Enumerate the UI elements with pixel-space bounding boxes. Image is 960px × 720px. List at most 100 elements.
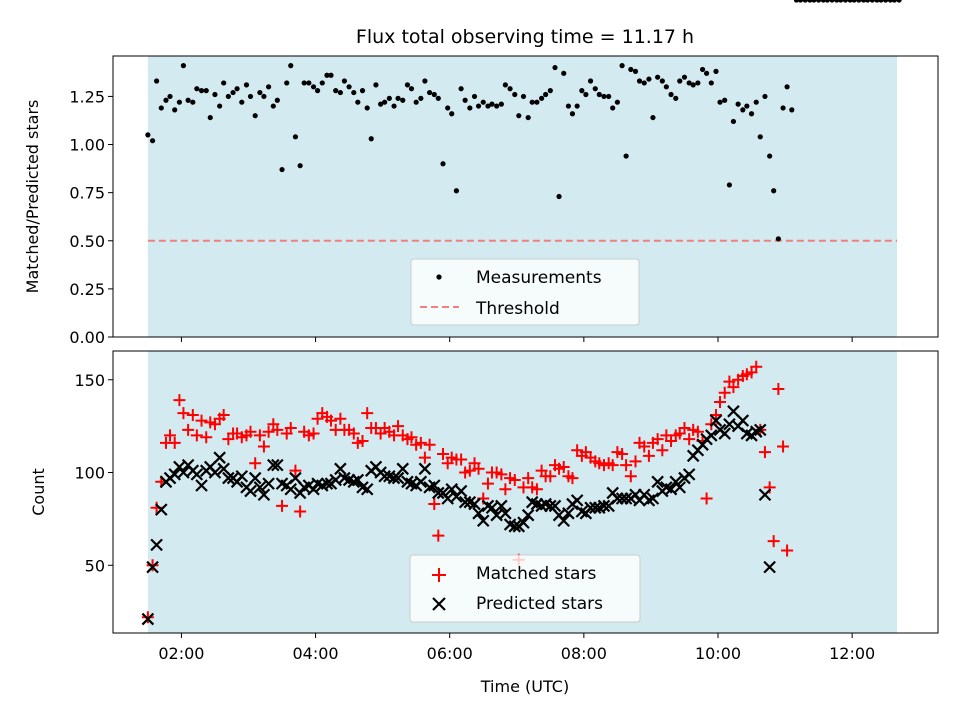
measurement-point	[596, 91, 602, 98]
measurement-point	[373, 82, 379, 88]
measurement-point	[842, 0, 849, 3]
top-y-axis-label: Matched/Predicted stars	[23, 100, 42, 294]
x-axis-label: Time (UTC)	[480, 677, 569, 696]
measurement-point	[404, 82, 411, 88]
measurement-point	[771, 188, 777, 194]
measurement-point	[507, 86, 513, 92]
measurement-point	[646, 76, 652, 82]
matched-star-point	[186, 409, 199, 422]
measurement-point	[257, 89, 263, 96]
x-tick-label: 02:00	[158, 644, 204, 663]
matched-star-point	[361, 407, 374, 420]
measurement-point	[266, 84, 272, 90]
matched-stars-points	[142, 361, 794, 624]
predicted-star-point	[736, 414, 750, 427]
chart-title: Flux total observing time = 11.17 h	[356, 26, 694, 48]
matched-star-point	[217, 409, 230, 422]
predicted-star-point	[485, 501, 499, 515]
measurement-point	[301, 80, 307, 86]
matched-star-point	[709, 409, 722, 422]
x-tick-label: 06:00	[427, 644, 473, 663]
measurement-point	[489, 101, 495, 107]
measurement-point	[659, 78, 665, 84]
measurement-point	[726, 182, 733, 188]
matched-star-point	[200, 431, 213, 444]
legend-predicted-label: Predicted stars	[476, 594, 603, 614]
measurement-point	[829, 0, 835, 3]
measurement-point	[351, 89, 357, 96]
measurement-point	[838, 0, 844, 3]
y-tick-label: 100	[74, 464, 105, 483]
measurement-point	[887, 0, 893, 3]
matched-star-point	[566, 472, 579, 485]
measurement-point	[324, 72, 330, 78]
measurement-point	[565, 103, 572, 109]
matched-star-point	[418, 451, 431, 464]
matched-star-point	[262, 425, 275, 438]
matched-star-point	[244, 425, 257, 438]
measurement-point	[346, 84, 352, 90]
matched-star-point	[781, 544, 794, 557]
measurement-point	[623, 153, 629, 159]
legend-matched-label: Matched stars	[476, 564, 596, 584]
predicted-star-point	[476, 514, 490, 528]
predicted-star-point	[391, 471, 405, 485]
measurement-point	[690, 82, 696, 88]
measurement-point	[883, 0, 889, 3]
bottom-legend-box	[409, 554, 641, 623]
measurement-point	[158, 105, 164, 111]
measurement-point	[382, 99, 388, 105]
matched-star-point	[629, 455, 642, 468]
measurement-point	[198, 88, 205, 94]
measurement-point	[744, 103, 750, 109]
measurement-point	[431, 91, 437, 98]
measurement-point	[333, 88, 339, 94]
matched-star-point	[423, 438, 436, 451]
matched-star-point	[651, 433, 664, 446]
measurement-point	[543, 91, 549, 98]
measurement-point	[775, 236, 781, 242]
measurement-point	[574, 103, 580, 109]
predicted-star-point	[222, 471, 235, 485]
predicted-legend-marker	[432, 597, 446, 611]
predicted-star-point	[521, 508, 535, 522]
predicted-star-point	[213, 451, 226, 464]
matched-star-point	[432, 529, 445, 542]
predicted-star-point	[562, 507, 575, 520]
measurement-point	[874, 0, 880, 3]
matched-star-point	[522, 472, 535, 485]
matched-star-point	[508, 473, 521, 486]
matched-star-point	[428, 498, 441, 511]
matched-star-point	[777, 440, 790, 453]
measurement-point	[784, 84, 790, 90]
measurement-point	[619, 63, 625, 69]
predicted-star-point	[414, 475, 428, 489]
top-y-ticks: 0.00 0.25 0.50 0.75 1.00 1.25	[69, 87, 113, 347]
measurement-point	[167, 93, 173, 100]
measurement-point	[288, 63, 294, 69]
predicted-star-point	[705, 429, 718, 442]
predicted-star-point	[454, 484, 468, 498]
measurement-point	[270, 103, 276, 109]
matched-star-point	[481, 477, 494, 490]
y-tick-label: 150	[74, 371, 105, 390]
measurement-point	[807, 0, 813, 3]
measurement-point	[297, 163, 303, 169]
measurement-point	[780, 105, 786, 111]
measurement-point	[395, 95, 401, 101]
matched-star-point	[276, 499, 289, 512]
measurement-point	[145, 132, 151, 138]
matched-star-point	[257, 440, 270, 453]
predicted-star-point	[351, 473, 365, 487]
bottom-x-ticks: 02:00 04:00 06:00 08:00 10:00 12:00	[158, 633, 875, 663]
measurement-point	[310, 84, 317, 90]
measurement-point	[502, 82, 508, 88]
matched-star-point	[683, 433, 696, 446]
matched-legend-marker	[432, 568, 446, 582]
matched-star-point	[767, 535, 780, 548]
measurement-point	[816, 0, 822, 3]
measurement-point	[878, 0, 884, 3]
measurement-point	[525, 114, 531, 121]
measurement-point	[176, 99, 183, 105]
predicted-star-point	[208, 466, 222, 479]
